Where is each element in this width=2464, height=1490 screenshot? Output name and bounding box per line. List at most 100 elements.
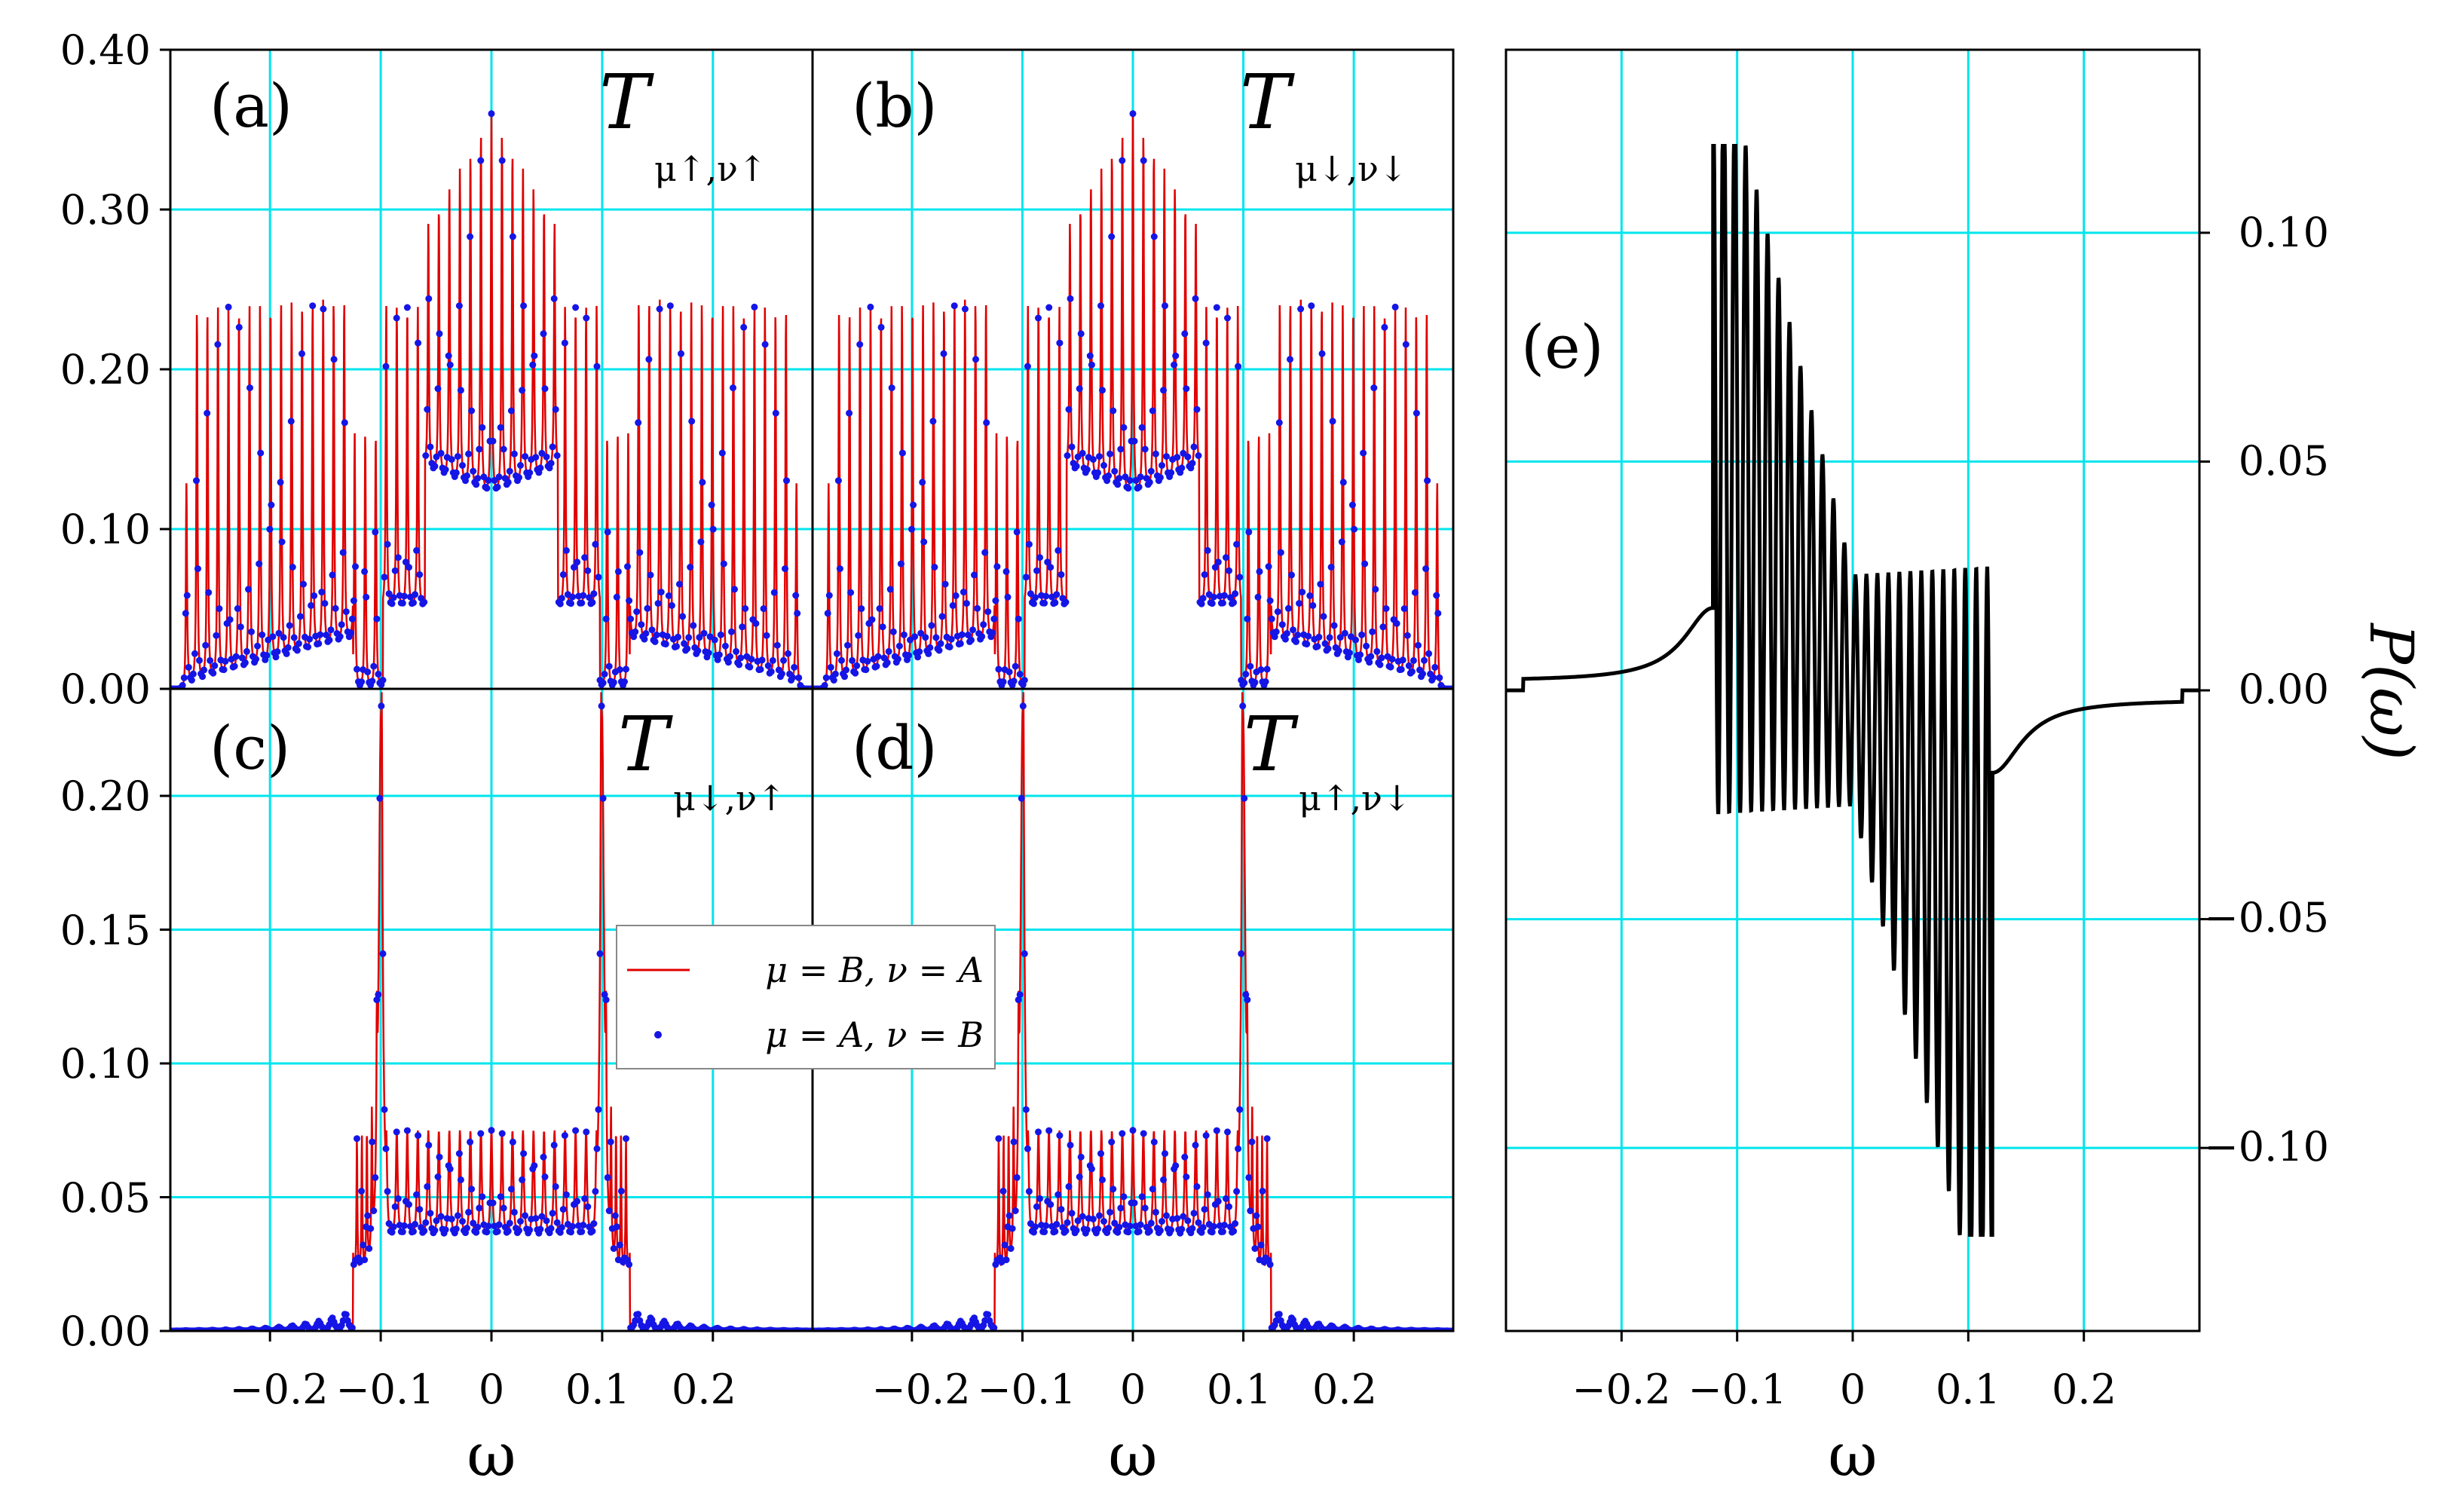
data-point bbox=[341, 419, 348, 427]
data-point bbox=[931, 564, 938, 571]
data-point bbox=[1415, 641, 1422, 649]
data-point bbox=[1033, 567, 1040, 574]
data-point bbox=[1174, 454, 1181, 461]
data-point bbox=[1058, 571, 1065, 578]
data-point bbox=[286, 622, 293, 629]
data-point bbox=[720, 560, 727, 568]
data-point bbox=[1135, 483, 1143, 491]
data-point bbox=[694, 647, 702, 654]
data-point bbox=[199, 673, 207, 681]
data-point bbox=[225, 303, 232, 311]
data-point bbox=[372, 528, 379, 536]
data-point bbox=[1107, 1208, 1114, 1216]
data-point bbox=[1137, 1221, 1144, 1228]
data-point bbox=[653, 632, 660, 638]
data-point bbox=[1033, 1203, 1040, 1210]
data-point bbox=[709, 525, 717, 533]
data-point bbox=[394, 554, 402, 561]
data-point bbox=[520, 1150, 528, 1158]
data-point bbox=[308, 601, 315, 609]
data-point bbox=[1238, 950, 1245, 957]
y-ticks-panel-e: −0.10 −0.05 0.00 0.05 0.10 bbox=[2205, 209, 2329, 1170]
x-tick-label: 0.2 bbox=[1312, 1366, 1377, 1413]
data-point bbox=[858, 605, 865, 613]
data-point bbox=[1146, 1227, 1153, 1235]
data-point bbox=[668, 601, 675, 609]
data-point bbox=[474, 475, 482, 482]
data-point bbox=[601, 671, 608, 678]
data-point bbox=[457, 1176, 464, 1183]
data-point bbox=[1064, 452, 1071, 459]
data-point bbox=[1114, 481, 1122, 488]
data-point bbox=[375, 671, 382, 678]
data-point bbox=[318, 589, 326, 596]
data-point bbox=[204, 409, 211, 417]
x-axis-label-e: ω bbox=[1828, 1420, 1877, 1490]
data-point bbox=[1141, 1204, 1149, 1212]
data-point bbox=[676, 580, 683, 588]
data-point bbox=[1257, 666, 1265, 673]
data-point bbox=[960, 589, 967, 596]
data-point bbox=[275, 629, 283, 637]
y-tick-label: 0.00 bbox=[2239, 665, 2329, 713]
data-point bbox=[592, 540, 599, 548]
data-point bbox=[1366, 659, 1373, 666]
data-point bbox=[946, 644, 953, 650]
data-point bbox=[1410, 656, 1417, 664]
data-point bbox=[1086, 352, 1094, 359]
data-point bbox=[549, 443, 556, 451]
data-point bbox=[406, 564, 412, 571]
data-point bbox=[278, 538, 286, 546]
data-point bbox=[485, 1222, 492, 1230]
x-tick-label: −0.2 bbox=[1572, 1366, 1670, 1413]
data-point bbox=[580, 592, 587, 599]
data-point bbox=[847, 589, 855, 596]
data-point bbox=[1088, 361, 1095, 369]
data-point bbox=[592, 1188, 599, 1195]
data-point bbox=[445, 352, 452, 359]
data-point bbox=[272, 653, 280, 661]
data-point bbox=[510, 1208, 518, 1216]
data-point bbox=[1024, 363, 1031, 370]
data-point bbox=[1108, 233, 1116, 240]
data-point bbox=[952, 592, 960, 599]
data-point bbox=[1022, 1106, 1030, 1113]
data-point bbox=[452, 469, 460, 476]
data-point bbox=[561, 339, 568, 347]
panel-label-b: (b) bbox=[852, 71, 938, 141]
data-point bbox=[415, 1132, 422, 1140]
data-point bbox=[391, 1203, 399, 1210]
data-point bbox=[1077, 1153, 1085, 1161]
data-point bbox=[494, 1228, 501, 1235]
data-point bbox=[504, 1227, 512, 1235]
data-point bbox=[329, 571, 336, 579]
panel-title-sub-a: μ↑,ν↑ bbox=[654, 148, 767, 189]
data-point bbox=[1387, 663, 1394, 671]
data-point bbox=[477, 157, 485, 164]
data-point bbox=[1140, 157, 1147, 164]
data-point bbox=[1035, 314, 1042, 322]
data-point bbox=[679, 613, 687, 620]
panel-title-c: T bbox=[618, 700, 673, 788]
data-point bbox=[537, 464, 544, 472]
data-point bbox=[769, 656, 776, 664]
data-point bbox=[1208, 1228, 1216, 1236]
data-point bbox=[883, 659, 891, 666]
data-point bbox=[574, 1198, 581, 1205]
data-point bbox=[517, 462, 524, 469]
data-point bbox=[844, 641, 851, 649]
data-point bbox=[596, 950, 604, 957]
data-point bbox=[516, 474, 522, 481]
data-point bbox=[476, 1204, 483, 1212]
data-point bbox=[571, 564, 577, 571]
data-point bbox=[296, 613, 304, 620]
data-point bbox=[995, 1135, 1002, 1143]
data-point bbox=[687, 564, 694, 571]
data-point bbox=[1132, 476, 1140, 484]
data-point bbox=[188, 677, 195, 684]
data-point bbox=[1378, 654, 1385, 662]
data-point bbox=[697, 538, 705, 546]
data-point bbox=[237, 623, 244, 631]
data-point bbox=[1244, 996, 1251, 1004]
data-point bbox=[1210, 593, 1217, 601]
